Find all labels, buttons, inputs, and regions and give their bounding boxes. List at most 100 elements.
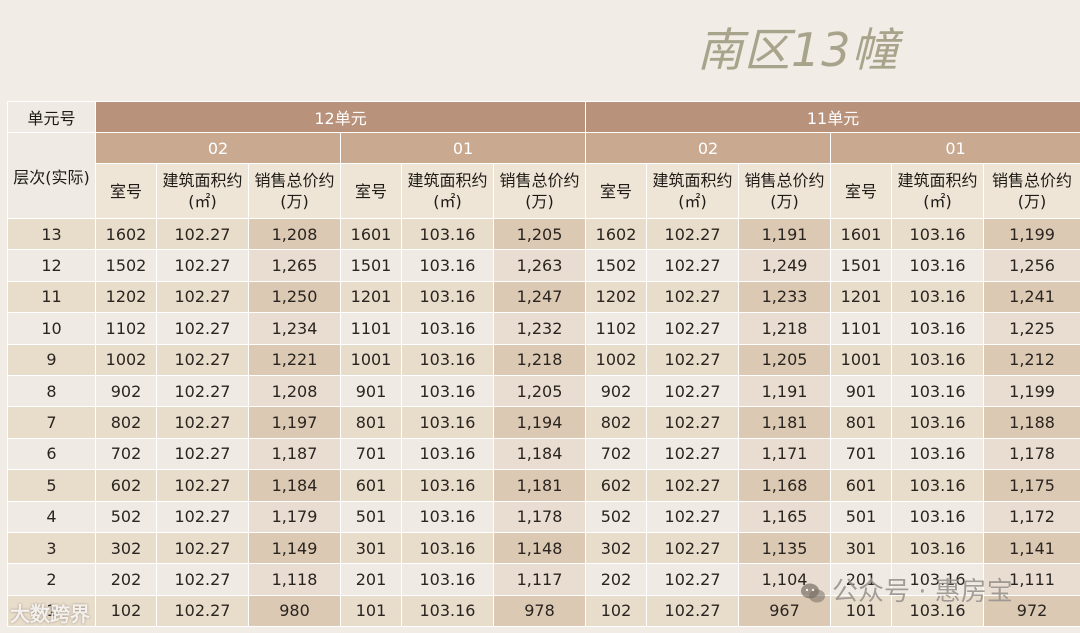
area-cell: 103.16 [891,217,985,251]
area-cell: 103.16 [891,563,985,596]
area-cell: 102.27 [156,374,249,408]
price-cell: 1,178 [983,437,1080,471]
table-row: 11 1202 102.27 1,250 1201 103.16 1,247 1202 102.… [7,280,1080,314]
col-header-room: 室号 [830,163,893,219]
price-cell: 1,135 [738,531,832,565]
price-cell: 1,165 [738,500,832,533]
area-cell: 102.27 [156,217,249,251]
price-cell: 1,250 [248,280,341,314]
col-header-price-line2: (万) [1017,192,1047,211]
room-number-cell: 502 [95,500,157,533]
floor-cell: 3 [7,531,96,565]
col-header-area-line2: (㎡) [678,192,707,211]
area-cell: 103.16 [891,531,985,565]
price-cell: 1,179 [248,500,341,533]
price-cell: 1,249 [738,249,832,282]
room-number-cell: 202 [585,563,648,596]
price-cell: 1,191 [738,217,832,251]
col-header-area: 建筑面积约 (㎡) [401,163,494,219]
room-number-cell: 702 [95,437,157,471]
watermark-right-text: 公众号 · 惠房宝 [832,577,1013,607]
room-number-cell: 1002 [95,343,157,376]
area-cell: 102.27 [156,437,249,471]
room-number-cell: 101 [340,594,402,628]
price-cell: 1,208 [248,374,341,408]
price-cell: 1,199 [983,217,1080,251]
room-number-cell: 1602 [585,217,648,251]
price-cell: 1,181 [492,469,587,502]
col-header-price-line1: 销售总价约 [254,171,335,190]
col-header-price-line2: (万) [280,192,309,211]
floor-cell: 5 [7,469,96,502]
room-number-cell: 1101 [340,312,402,345]
price-cell: 980 [248,594,341,628]
floor-label: 层次(实际) [7,132,96,219]
room-number-cell: 801 [830,406,893,439]
price-cell: 1,111 [983,563,1080,596]
area-cell: 103.16 [401,343,494,376]
area-cell: 102.27 [646,312,740,345]
floor-cell: 12 [7,249,96,282]
room-number-cell: 201 [830,563,893,596]
price-cell: 1,208 [248,217,341,251]
room-number-cell: 201 [340,563,402,596]
room-number-cell: 1102 [585,312,648,345]
area-cell: 103.16 [401,217,494,251]
room-number-cell: 301 [340,531,402,565]
floor-cell: 9 [7,343,96,376]
area-cell: 103.16 [401,500,494,533]
price-cell: 1,141 [983,531,1080,565]
col-header-price-line1: 销售总价约 [744,171,825,190]
col-header-area-line1: 建筑面积约 [162,171,243,190]
column-header-row: 室号 建筑面积约 (㎡) 销售总价约 (万) 室号 建筑面积约 (㎡) 销售总价约 (万) 室号 建筑… [8,163,1080,219]
room-number-cell: 902 [585,374,648,408]
price-cell: 1,247 [492,280,587,314]
price-cell: 1,205 [492,374,587,408]
watermark-right: 公众号 · 惠房宝 [800,571,1013,608]
room-number-cell: 1002 [585,343,648,376]
floor-cell: 4 [7,500,96,533]
room-number-cell: 1501 [830,249,893,282]
col-header-area: 建筑面积约 (㎡) [646,163,740,219]
area-cell: 103.16 [891,280,985,314]
price-cell: 972 [983,594,1080,628]
room-number-cell: 701 [830,437,893,471]
room-number-cell: 1001 [830,343,893,376]
floor-cell: 2 [7,563,96,596]
room-number-cell: 202 [95,563,157,596]
page-title: 南区13幢 [697,23,899,77]
col-header-room: 室号 [340,163,402,219]
price-cell: 1,263 [492,249,587,282]
col-header-area-line2: (㎡) [923,192,952,211]
room-number-cell: 102 [585,594,648,628]
price-cell: 1,205 [738,343,832,376]
col-header-area-line1: 建筑面积约 [897,171,978,190]
area-cell: 103.16 [401,249,494,282]
area-cell: 103.16 [891,594,985,628]
table-row: 7 802 102.27 1,197 801 103.16 1,194 802 102.27 1,… [7,406,1080,439]
sales-price-table: 单元号 12单元 11单元 层次(实际) 02 01 02 01 室号 建筑面积约… [7,101,1080,628]
area-cell: 102.27 [156,500,249,533]
price-cell: 1,118 [248,563,341,596]
price-cell: 1,221 [248,343,341,376]
price-cell: 1,199 [983,374,1080,408]
room-header-11-02: 02 [585,132,832,164]
price-cell: 1,205 [492,217,587,251]
area-cell: 102.27 [646,249,740,282]
room-number-cell: 1102 [95,312,157,345]
room-number-cell: 101 [830,594,893,628]
area-cell: 102.27 [156,249,249,282]
price-cell: 1,197 [248,406,341,439]
area-cell: 102.27 [646,217,740,251]
wechat-icon [801,583,825,602]
price-cell: 1,168 [738,469,832,502]
area-cell: 103.16 [891,406,985,439]
room-number-cell: 1602 [95,217,157,251]
room-number-cell: 1202 [585,280,648,314]
price-cell: 1,265 [248,249,341,282]
room-number-cell: 1601 [830,217,893,251]
area-cell: 102.27 [646,531,740,565]
table-row: 12 1502 102.27 1,265 1501 103.16 1,263 1502 102.… [7,249,1080,282]
unit-no-label: 单元号 [7,101,96,133]
area-cell: 102.27 [156,563,249,596]
